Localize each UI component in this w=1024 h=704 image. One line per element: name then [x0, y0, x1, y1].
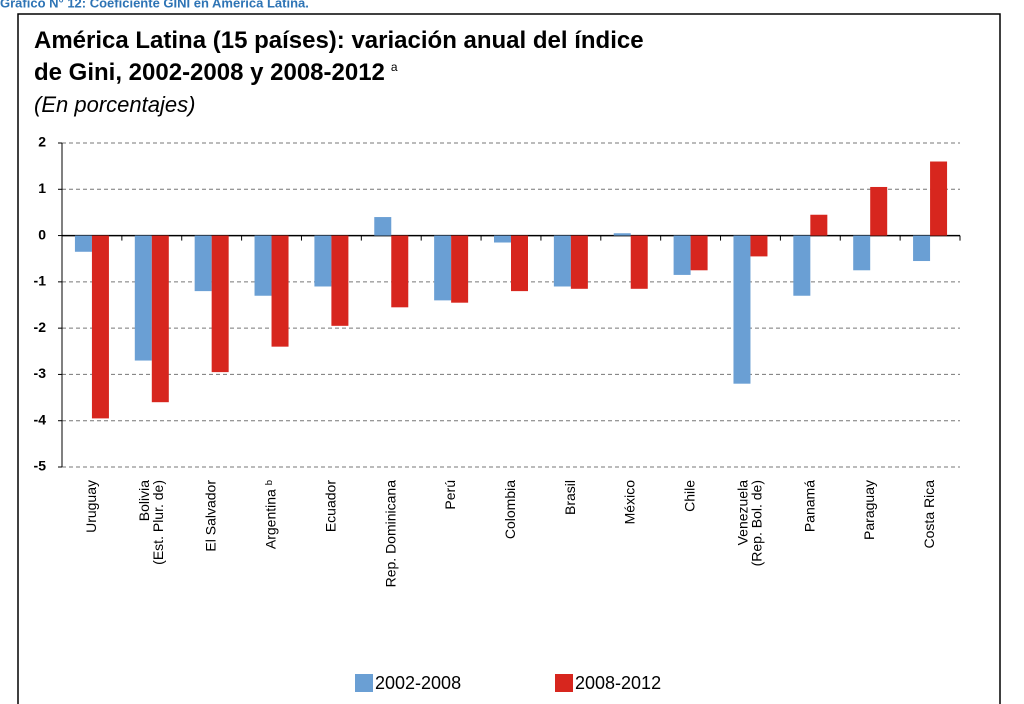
- x-tick-label: Bolivia(Est. Plur. de): [136, 480, 166, 565]
- x-tick-label: Brasil: [562, 480, 578, 515]
- bar: [810, 214, 828, 236]
- x-tick-label: Perú: [442, 480, 458, 510]
- x-tick-label: Costa Rica: [921, 480, 937, 549]
- x-tick-label: Argentina ᵇ: [262, 480, 278, 549]
- legend-swatch: [355, 674, 373, 692]
- bar: [271, 235, 289, 347]
- bar: [930, 161, 948, 236]
- bar: [314, 235, 332, 287]
- x-tick-label: Venezuela(Rep. Bol. de): [734, 480, 764, 567]
- bar: [374, 217, 392, 236]
- y-tick-label: -4: [34, 411, 47, 427]
- bar: [434, 235, 452, 301]
- x-tick-label: Chile: [681, 480, 697, 512]
- bar: [134, 235, 152, 361]
- legend-label: 2008-2012: [575, 673, 661, 693]
- bar: [553, 235, 571, 287]
- bar: [211, 235, 229, 373]
- bar: [613, 233, 631, 236]
- bar: [331, 235, 349, 326]
- bar: [673, 235, 691, 275]
- bar: [750, 235, 768, 257]
- bar: [511, 235, 528, 292]
- y-tick-label: 2: [38, 134, 46, 150]
- bar: [570, 235, 588, 289]
- bar: [451, 235, 469, 303]
- x-tick-label: Uruguay: [83, 480, 99, 533]
- y-tick-label: -1: [34, 273, 47, 289]
- bar: [74, 235, 92, 252]
- caption: Gráfico N° 12: Coeficiente GINI en Améri…: [0, 0, 309, 10]
- x-tick-label: Ecuador: [322, 480, 338, 532]
- y-tick-label: 1: [38, 180, 46, 196]
- x-tick-label: Paraguay: [861, 480, 877, 540]
- bar: [793, 235, 811, 296]
- x-tick-label: Panamá: [801, 480, 817, 532]
- bar: [913, 235, 931, 262]
- y-tick-label: -2: [34, 319, 47, 335]
- bar: [151, 235, 169, 403]
- y-tick-label: -5: [34, 458, 47, 474]
- bar: [733, 235, 751, 384]
- x-tick-label: Colombia: [502, 480, 518, 539]
- bar: [254, 235, 272, 296]
- bar: [391, 235, 409, 308]
- bar: [194, 235, 212, 292]
- x-tick-label: México: [621, 480, 637, 525]
- bar: [91, 235, 109, 419]
- y-tick-label: 0: [38, 226, 46, 242]
- y-tick-label: -3: [34, 365, 47, 381]
- chart-subtitle: (En porcentajes): [34, 92, 195, 117]
- bar: [630, 235, 648, 289]
- title-note: a: [391, 60, 398, 74]
- x-tick-label: Rep. Dominicana: [382, 480, 398, 588]
- frame: [17, 13, 1001, 704]
- bar: [870, 186, 888, 236]
- legend-swatch: [555, 674, 573, 692]
- bar: [853, 235, 871, 271]
- bar: [494, 235, 511, 243]
- bar: [690, 235, 708, 271]
- x-tick-label: El Salvador: [202, 480, 218, 552]
- chart-title: América Latina (15 países): variación an…: [34, 27, 644, 86]
- legend-label: 2002-2008: [375, 673, 461, 693]
